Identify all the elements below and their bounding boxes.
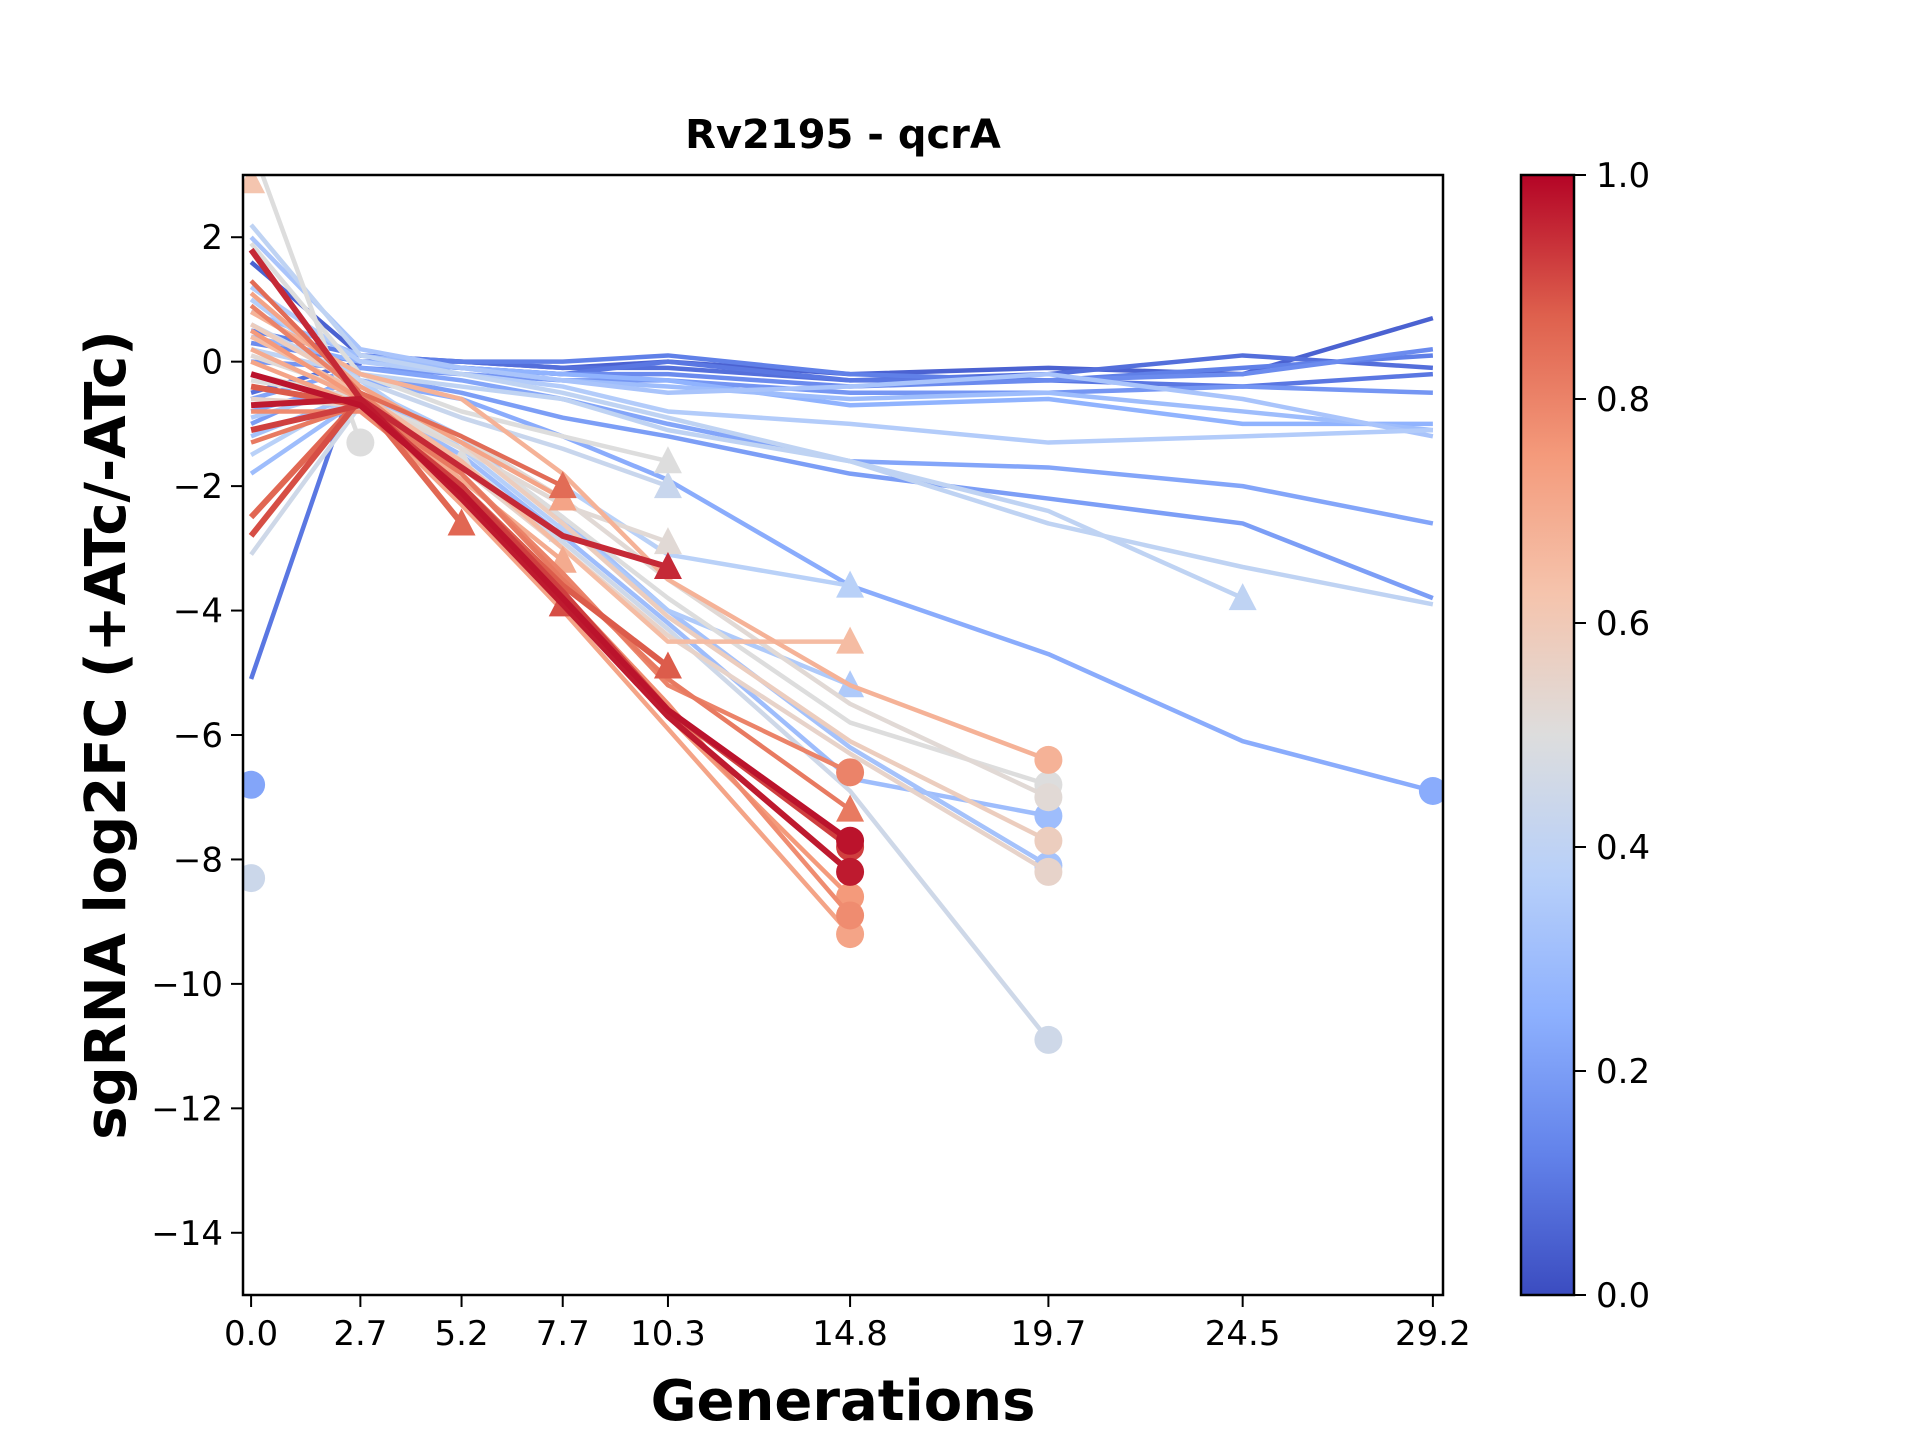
x-axis-label: Generations [651, 1369, 1036, 1434]
series-7 [250, 365, 1434, 526]
series-line [250, 402, 852, 850]
colorbar-tick-label: 1.0 [1596, 156, 1650, 196]
end-marker-triangle [447, 508, 476, 536]
y-tick-label: −12 [151, 1089, 223, 1129]
end-marker-circle [1034, 1025, 1063, 1054]
series-46 [250, 402, 865, 861]
end-marker-triangle [653, 446, 682, 474]
end-marker-triangle [653, 527, 682, 555]
end-marker-circle [836, 857, 865, 886]
y-axis: 2 0 −2 −4 −6 −8 −10 −12 −14 [151, 218, 243, 1254]
series-14 [250, 347, 1434, 607]
end-marker-triangle [653, 552, 682, 579]
end-marker-circle [243, 770, 266, 799]
end-marker-circle [1034, 783, 1063, 812]
chart-title: Rv2195 - qcrA [685, 112, 1001, 158]
colorbar: 0.0 0.2 0.4 0.6 0.8 1.0 [1519, 156, 1650, 1316]
end-marker-circle [836, 826, 865, 855]
colorbar-tick-label: 0.6 [1596, 604, 1650, 644]
end-marker-circle [1034, 745, 1063, 774]
x-tick-label: 19.7 [1011, 1314, 1087, 1354]
series-49 [250, 371, 865, 855]
series-9 [243, 770, 266, 799]
series-line [249, 223, 1244, 601]
series-line [248, 359, 1434, 680]
x-tick-label: 2.7 [333, 1314, 387, 1354]
colorbar-tick-label: 0.2 [1596, 1052, 1650, 1092]
end-marker-triangle [1228, 583, 1257, 611]
x-tick-label: 10.3 [630, 1314, 706, 1354]
end-marker-triangle [653, 471, 682, 499]
series-47 [248, 247, 682, 579]
series-line [249, 242, 669, 464]
x-tick-label: 5.2 [435, 1314, 489, 1354]
y-tick-label: −8 [173, 840, 223, 880]
colorbar-gradient [1519, 173, 1576, 1297]
colorbar-tick-label: 0.8 [1596, 380, 1650, 420]
x-tick-label: 24.5 [1205, 1314, 1281, 1354]
end-marker-circle [243, 864, 266, 893]
series-12 [249, 235, 1434, 439]
y-axis-label: sgRNA log2FC (+ATc/-ATc) [74, 330, 139, 1140]
end-marker-circle [1418, 777, 1443, 805]
end-marker-triangle [548, 471, 577, 499]
end-marker-triangle [243, 175, 266, 194]
series-22 [243, 864, 266, 893]
colorbar-tick-label: 0.0 [1596, 1276, 1650, 1316]
x-tick-label: 7.7 [536, 1314, 590, 1354]
series-42 [249, 279, 577, 499]
series-2 [248, 359, 1434, 680]
y-tick-label: −4 [173, 592, 223, 632]
series-line [249, 235, 1434, 439]
end-marker-triangle [836, 626, 865, 654]
series-layer [243, 175, 1443, 1054]
series-line [250, 371, 852, 844]
series-line [250, 347, 1434, 607]
end-marker-circle [346, 428, 375, 457]
y-tick-label: −6 [173, 716, 223, 756]
x-tick-label: 0.0 [224, 1314, 278, 1354]
x-axis: 0.0 2.7 5.2 7.7 10.3 14.8 19.7 24.5 29.2 [224, 1295, 1471, 1354]
series-line [248, 247, 669, 570]
y-tick-label: −2 [173, 467, 223, 507]
series-32 [243, 175, 266, 194]
series-13 [249, 285, 1433, 445]
end-marker-triangle [836, 794, 865, 822]
end-marker-circle [836, 901, 865, 930]
series-24 [249, 242, 682, 474]
end-marker-circle [1034, 857, 1063, 886]
x-tick-label: 14.8 [812, 1314, 888, 1354]
end-marker-triangle [653, 651, 682, 679]
y-tick-label: 0 [201, 343, 223, 383]
x-tick-label: 29.2 [1395, 1314, 1471, 1354]
series-21 [249, 402, 1063, 1054]
series-line [249, 279, 564, 489]
series-line [249, 402, 1051, 1042]
colorbar-tick-label: 0.4 [1596, 828, 1650, 868]
y-tick-label: −14 [151, 1214, 223, 1254]
end-marker-circle [836, 758, 865, 787]
colorbar-ticks: 0.0 0.2 0.4 0.6 0.8 1.0 [1574, 156, 1650, 1316]
end-marker-triangle [836, 570, 865, 598]
y-tick-label: −10 [151, 965, 223, 1005]
series-15 [249, 223, 1257, 611]
series-line [250, 365, 1434, 526]
end-marker-circle [1034, 826, 1063, 855]
series-line [249, 285, 1433, 445]
y-tick-label: 2 [201, 218, 223, 258]
